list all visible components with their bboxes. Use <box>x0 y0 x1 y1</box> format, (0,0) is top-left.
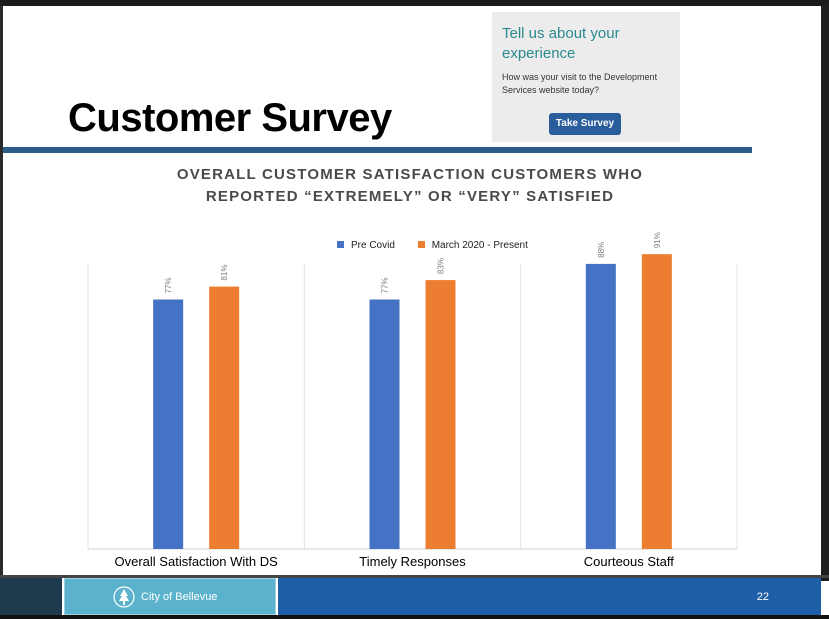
data-label: 83% <box>437 258 446 274</box>
page-number: 22 <box>756 591 769 603</box>
x-tick-label: Timely Responses <box>359 554 466 569</box>
legend-item-pre-covid: Pre Covid <box>337 240 395 251</box>
window-bottom-strip <box>0 615 829 619</box>
legend-swatch-pre-covid <box>337 241 344 248</box>
city-logo-icon <box>113 586 135 608</box>
chart-title: OVERALL CUSTOMER SATISFACTION CUSTOMERS … <box>176 166 644 205</box>
slide-right-edge <box>821 6 829 581</box>
chart-legend: Pre Covid March 2020 - Present <box>337 240 548 251</box>
footer-top-rule <box>0 575 829 578</box>
window-top-bar <box>0 0 829 6</box>
data-label: 91% <box>653 232 662 248</box>
bar <box>585 263 616 549</box>
data-label: 81% <box>220 265 229 281</box>
footer-org-name: City of Bellevue <box>141 591 218 603</box>
data-label: 77% <box>164 278 173 294</box>
bar <box>425 280 456 549</box>
legend-item-march-2020: March 2020 - Present <box>417 240 528 251</box>
legend-label-pre-covid: Pre Covid <box>351 240 395 251</box>
footer-logo-block: City of Bellevue <box>64 578 276 615</box>
bar <box>369 299 400 549</box>
x-tick-label: Overall Satisfaction With DS <box>115 554 279 569</box>
slide-left-edge <box>0 6 3 581</box>
survey-heading: Tell us about your experience <box>502 25 620 62</box>
bar <box>641 254 672 549</box>
bar <box>153 299 184 549</box>
title-underline <box>3 147 752 153</box>
legend-swatch-march-2020 <box>417 241 425 248</box>
data-label: 88% <box>597 242 606 258</box>
footer-right-block: 22 <box>278 578 821 615</box>
take-survey-button[interactable]: Take Survey <box>549 113 621 135</box>
bar <box>209 286 240 549</box>
x-tick-label: Courteous Staff <box>584 554 674 569</box>
slide-title: Customer Survey <box>68 96 392 140</box>
survey-question: How was your visit to the Development Se… <box>502 72 658 95</box>
data-label: 77% <box>381 278 390 294</box>
survey-widget: Tell us about your experience How was yo… <box>492 12 680 142</box>
legend-label-march-2020: March 2020 - Present <box>431 240 528 251</box>
footer-left-block <box>0 578 62 615</box>
